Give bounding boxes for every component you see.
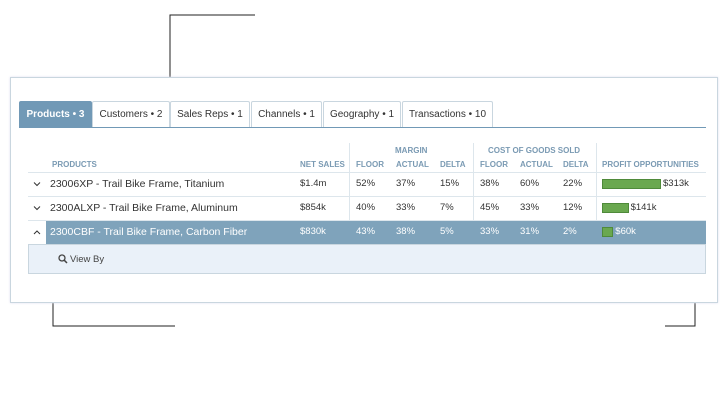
cell: 33% xyxy=(520,202,540,213)
selected-row xyxy=(46,221,706,244)
column-header: DELTA xyxy=(440,160,466,169)
cell: 43% xyxy=(356,226,376,237)
tab[interactable]: Channels • 1 xyxy=(251,101,322,127)
group-header: COST OF GOODS SOLD xyxy=(488,146,581,155)
column-header: PRODUCTS xyxy=(52,160,97,169)
profit-label: $313k xyxy=(663,178,689,189)
profit-label: $60k xyxy=(615,226,636,237)
product-name[interactable]: 2300CBF - Trail Bike Frame, Carbon Fiber xyxy=(50,226,248,238)
tab[interactable]: Transactions • 10 xyxy=(402,101,493,127)
cell: 15% xyxy=(440,178,460,189)
cell: 22% xyxy=(563,178,583,189)
tab[interactable]: Geography • 1 xyxy=(323,101,401,127)
product-name[interactable]: 2300ALXP - Trail Bike Frame, Aluminum xyxy=(50,202,238,214)
tab[interactable]: Customers • 2 xyxy=(92,101,170,127)
cell: 33% xyxy=(480,226,500,237)
cell: 38% xyxy=(480,178,500,189)
cell: 7% xyxy=(440,202,454,213)
column-header: NET SALES xyxy=(300,160,345,169)
tab-underline xyxy=(19,127,706,128)
expand-toggle[interactable] xyxy=(33,181,41,187)
cell: 40% xyxy=(356,202,376,213)
row-line xyxy=(28,196,706,197)
cell: 52% xyxy=(356,178,376,189)
cell: $830k xyxy=(300,226,326,237)
row-line xyxy=(28,220,706,221)
profit-bar xyxy=(602,203,629,213)
profit-bar xyxy=(602,227,614,237)
column-header: PROFIT OPPORTUNITIES xyxy=(602,160,699,169)
cell: 5% xyxy=(440,226,454,237)
row-line xyxy=(28,172,706,173)
product-name[interactable]: 23006XP - Trail Bike Frame, Titanium xyxy=(50,178,225,190)
tab[interactable]: Sales Reps • 1 xyxy=(170,101,250,127)
expand-toggle[interactable] xyxy=(33,205,41,211)
column-separator xyxy=(349,143,350,244)
cell: 37% xyxy=(396,178,416,189)
cell: 45% xyxy=(480,202,500,213)
column-separator xyxy=(473,143,474,244)
cell: 2% xyxy=(563,226,577,237)
cell: 31% xyxy=(520,226,540,237)
cell: 33% xyxy=(396,202,416,213)
column-separator xyxy=(596,143,597,244)
expanded-row xyxy=(28,244,706,274)
column-header: FLOOR xyxy=(480,160,508,169)
view-by-button[interactable]: View By xyxy=(70,254,105,265)
cell: 38% xyxy=(396,226,416,237)
profit-label: $141k xyxy=(630,202,657,213)
group-header: MARGIN xyxy=(395,146,428,155)
cell: $854k xyxy=(300,202,326,213)
cell: 60% xyxy=(520,178,540,189)
profit-bar xyxy=(602,179,661,189)
column-header: DELTA xyxy=(563,160,589,169)
search-icon xyxy=(58,254,68,264)
cell: $1.4m xyxy=(300,178,327,189)
column-header: ACTUAL xyxy=(520,160,553,169)
tab[interactable]: Products • 3 xyxy=(19,101,92,127)
expand-toggle[interactable] xyxy=(33,229,41,235)
column-header: FLOOR xyxy=(356,160,384,169)
cell: 12% xyxy=(563,202,583,213)
column-header: ACTUAL xyxy=(396,160,429,169)
